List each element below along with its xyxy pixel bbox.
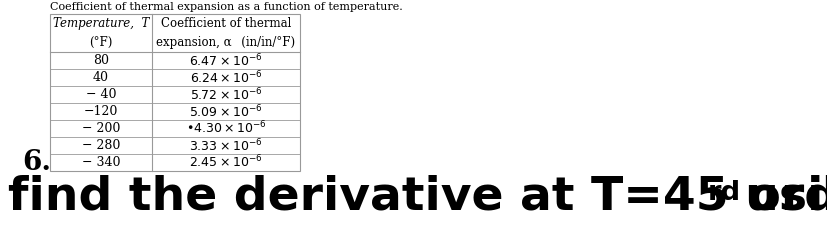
Text: 6.: 6. bbox=[22, 149, 51, 176]
Text: 80: 80 bbox=[93, 54, 109, 67]
Text: $5.72\times10^{-6}$: $5.72\times10^{-6}$ bbox=[189, 86, 262, 103]
Text: $2.45\times10^{-6}$: $2.45\times10^{-6}$ bbox=[189, 154, 263, 171]
Text: − 280: − 280 bbox=[82, 139, 120, 152]
Text: (°F): (°F) bbox=[89, 36, 112, 49]
Text: − 340: − 340 bbox=[82, 156, 120, 169]
Text: $•4.30\times10^{-6}$: $•4.30\times10^{-6}$ bbox=[185, 120, 266, 137]
Text: order polynomial: order polynomial bbox=[732, 175, 827, 220]
Text: − 40: − 40 bbox=[86, 88, 117, 101]
Text: − 200: − 200 bbox=[82, 122, 120, 135]
Text: 40: 40 bbox=[93, 71, 109, 84]
Text: expansion, α  (in/in/°F): expansion, α (in/in/°F) bbox=[156, 36, 295, 49]
Text: $3.33\times10^{-6}$: $3.33\times10^{-6}$ bbox=[189, 137, 263, 154]
Bar bbox=[50, 14, 300, 171]
Text: find the derivative at T=45 using 3: find the derivative at T=45 using 3 bbox=[8, 175, 827, 220]
Text: Coefficient of thermal: Coefficient of thermal bbox=[160, 17, 291, 30]
Text: $5.09\times10^{-6}$: $5.09\times10^{-6}$ bbox=[189, 103, 263, 120]
Text: rd: rd bbox=[708, 180, 741, 206]
Text: $6.24\times10^{-6}$: $6.24\times10^{-6}$ bbox=[189, 69, 262, 86]
Text: −120: −120 bbox=[84, 105, 118, 118]
Text: Temperature,  T: Temperature, T bbox=[53, 17, 149, 30]
Text: $6.47\times10^{-6}$: $6.47\times10^{-6}$ bbox=[189, 52, 263, 69]
Text: Coefficient of thermal expansion as a function of temperature.: Coefficient of thermal expansion as a fu… bbox=[50, 2, 403, 12]
